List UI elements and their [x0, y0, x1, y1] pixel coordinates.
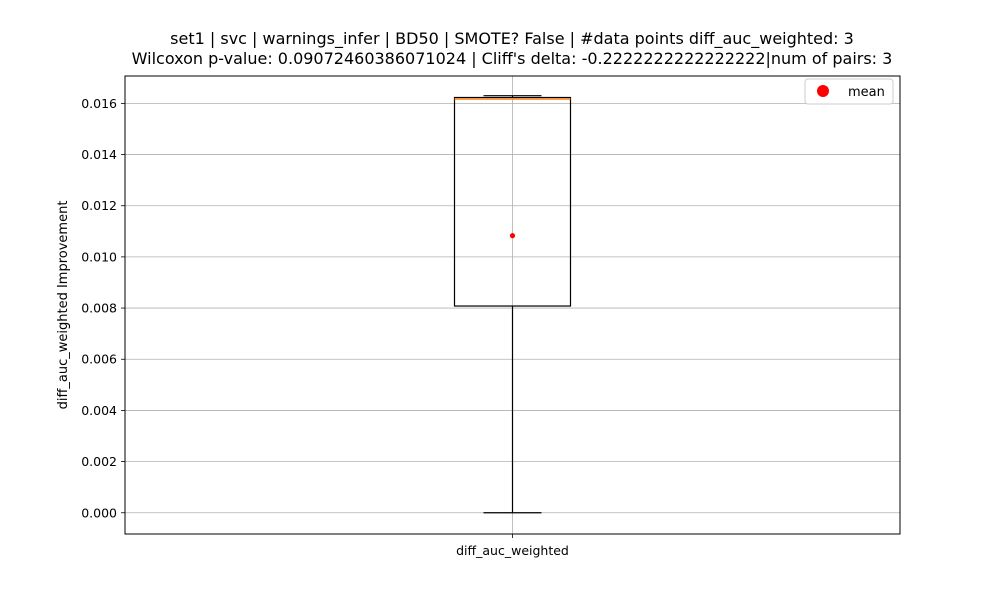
y-tick-label: 0.002 [81, 454, 117, 469]
iqr-box [453, 96, 572, 307]
plot-area-frame [124, 75, 901, 535]
tick-layer: 0.000 0.002 0.004 0.006 0.008 0.010 0.012 0.014… [81, 96, 569, 558]
legend-box [804, 78, 894, 105]
mean-marker [509, 233, 516, 239]
legend-mean-marker [817, 85, 829, 97]
y-tick-label: 0.004 [81, 403, 117, 418]
x-tick-label: diff_auc_weighted [456, 543, 569, 558]
y-tick-label: 0.008 [81, 301, 117, 316]
y-tick-label: 0.016 [81, 96, 117, 111]
y-tick-label: 0.014 [81, 147, 117, 162]
y-tick-label: 0.010 [81, 249, 117, 264]
y-tick-label: 0.000 [81, 505, 117, 520]
y-tick-label: 0.012 [81, 198, 117, 213]
y-axis-label: diff_auc_weighted Improvement [56, 201, 71, 410]
legend-mean-label: mean [848, 85, 885, 100]
legend: mean [804, 78, 894, 105]
y-tick-label: 0.006 [81, 352, 117, 367]
chart-title-line2: Wilcoxon p-value: 0.09072460386071024 | … [132, 49, 893, 68]
box-layer [453, 95, 572, 514]
chart-title-line1: set1 | svc | warnings_infer | BD50 | SMO… [170, 29, 854, 49]
